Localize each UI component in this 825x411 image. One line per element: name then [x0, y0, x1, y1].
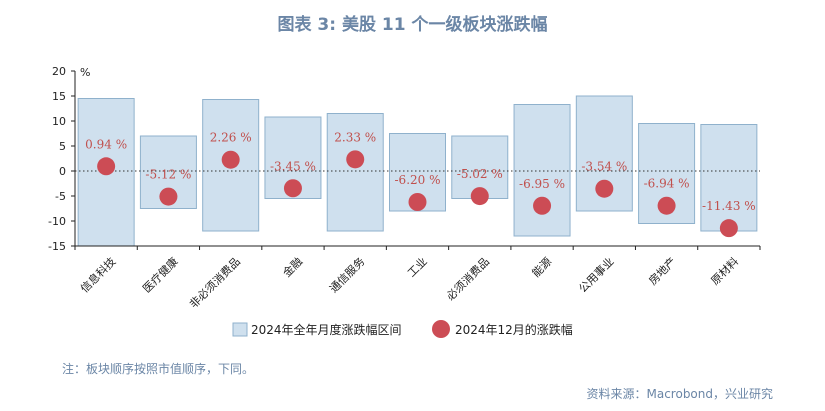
point-marker-11 — [719, 219, 738, 238]
range-bar-5 — [326, 113, 384, 232]
y-tick-label: 0 — [59, 165, 66, 178]
point-marker-3 — [221, 150, 240, 169]
point-marker-10 — [657, 196, 676, 215]
point-marker-8 — [533, 196, 552, 215]
y-tick-label: -10 — [48, 215, 66, 228]
y-axis-unit: % — [80, 66, 90, 79]
point-marker-7 — [470, 187, 489, 206]
legend-range-label: 2024年全年月度涨跌幅区间 — [251, 322, 402, 337]
y-tick-label: -15 — [48, 240, 66, 253]
y-tick-label: 20 — [52, 65, 66, 78]
data-label-5: 2.33 % — [334, 130, 376, 144]
data-label-11: -11.43 % — [702, 199, 756, 213]
data-label-10: -6.94 % — [644, 177, 690, 191]
data-label-7: -5.02 % — [457, 167, 503, 181]
legend: 2024年全年月度涨跌幅区间 2024年12月的涨跌幅 — [232, 320, 573, 338]
point-marker-5 — [346, 150, 365, 169]
data-labels: 0.94 % -5.12 % 2.26 % -3.45 % 2.33 % -6.20 % -… — [85, 130, 756, 213]
y-tick-label: 15 — [52, 90, 66, 103]
point-marker-6 — [408, 193, 427, 211]
data-label-9: -3.54 % — [581, 160, 627, 174]
point-marker-9 — [595, 179, 614, 198]
y-tick-label: 10 — [52, 115, 66, 128]
category-label-6: 工业 — [405, 255, 430, 280]
source-note: 资料来源：Macrobond，兴业研究 — [586, 387, 774, 401]
legend-point-swatch — [432, 320, 450, 338]
category-label-5: 通信服务 — [327, 255, 367, 295]
data-label-6: -6.20 % — [395, 173, 441, 187]
data-label-4: -3.45 % — [270, 159, 316, 173]
category-label-4: 金融 — [280, 254, 305, 279]
data-label-3: 2.26 % — [210, 131, 252, 145]
chart-title: 图表 3: 美股 11 个一级板块涨跌幅 — [277, 15, 548, 35]
legend-point-label: 2024年12月的涨跌幅 — [455, 322, 573, 337]
category-label-3: 非必须消费品 — [186, 254, 243, 311]
legend-range-swatch — [232, 322, 248, 337]
y-tick-label: -5 — [55, 190, 66, 203]
category-label-9: 公用事业 — [576, 255, 616, 295]
point-marker-2 — [159, 187, 178, 206]
range-bar-8 — [513, 104, 571, 237]
point-markers — [97, 150, 738, 238]
point-marker-1 — [97, 157, 116, 176]
range-bars — [77, 95, 758, 247]
range-bar-11 — [700, 124, 758, 232]
y-tick-label: 5 — [59, 140, 66, 153]
category-label-7: 必须消费品 — [443, 254, 492, 303]
data-label-2: -5.12 % — [145, 168, 191, 182]
footnote: 注：板块顺序按照市值顺序，下同。 — [62, 362, 255, 376]
data-label-1: 0.94 % — [85, 137, 127, 151]
category-label-10: 房地产 — [646, 254, 679, 287]
category-label-8: 能源 — [529, 254, 554, 279]
category-label-2: 医疗健康 — [140, 254, 181, 295]
category-label-11: 原材料 — [708, 254, 741, 287]
data-label-8: -6.95 % — [519, 177, 565, 191]
point-marker-4 — [283, 179, 302, 198]
category-label-1: 信息科技 — [77, 254, 118, 295]
